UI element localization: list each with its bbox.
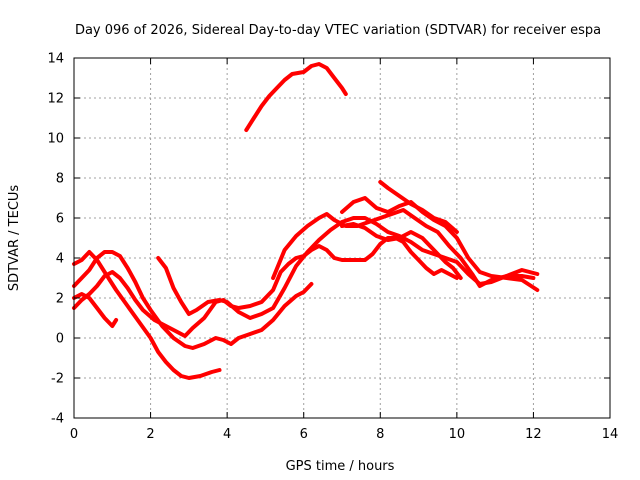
series-line-4 [72, 292, 119, 328]
x-tick-label: 0 [70, 427, 78, 442]
y-tick-label: 2 [56, 292, 64, 307]
series-line-5 [156, 216, 536, 320]
x-tick-label: 10 [449, 427, 466, 442]
x-tick-label: 12 [525, 427, 542, 442]
y-tick-label: 6 [56, 212, 64, 227]
series-line-3 [72, 236, 459, 338]
series-line-9 [378, 180, 459, 234]
plot-frame [73, 57, 611, 419]
y-tick-label: 8 [56, 172, 64, 187]
y-axis-label: SDTVAR / TECUs [7, 185, 22, 292]
x-tick-label: 6 [300, 427, 308, 442]
series-line-10 [244, 62, 348, 132]
y-tick-label: 4 [56, 252, 64, 267]
y-tick-label: 10 [47, 132, 64, 147]
series-line-8 [340, 222, 463, 280]
x-tick-label: 2 [146, 427, 154, 442]
y-tick-label: 14 [47, 52, 64, 67]
series-line-6 [271, 208, 540, 288]
x-tick-label: 4 [223, 427, 231, 442]
series-group [72, 62, 540, 380]
chart-title: Day 096 of 2026, Sidereal Day-to-day VTE… [75, 23, 601, 38]
x-tick-label: 8 [376, 427, 384, 442]
y-tick-label: -2 [51, 372, 64, 387]
y-tick-label: -4 [51, 412, 64, 427]
y-tick-label: 0 [56, 332, 64, 347]
x-tick-label: 14 [602, 427, 619, 442]
axis-ticks: 0 2 4 6 8 10 12 14 -4 -2 0 2 4 6 8 10 12 14 [47, 52, 618, 443]
series-line-7 [340, 196, 540, 292]
x-axis-label: GPS time / hours [286, 459, 395, 474]
series-line-1 [72, 250, 222, 380]
series-line-2 [72, 250, 314, 350]
grid [74, 58, 610, 418]
y-tick-label: 12 [47, 92, 64, 107]
